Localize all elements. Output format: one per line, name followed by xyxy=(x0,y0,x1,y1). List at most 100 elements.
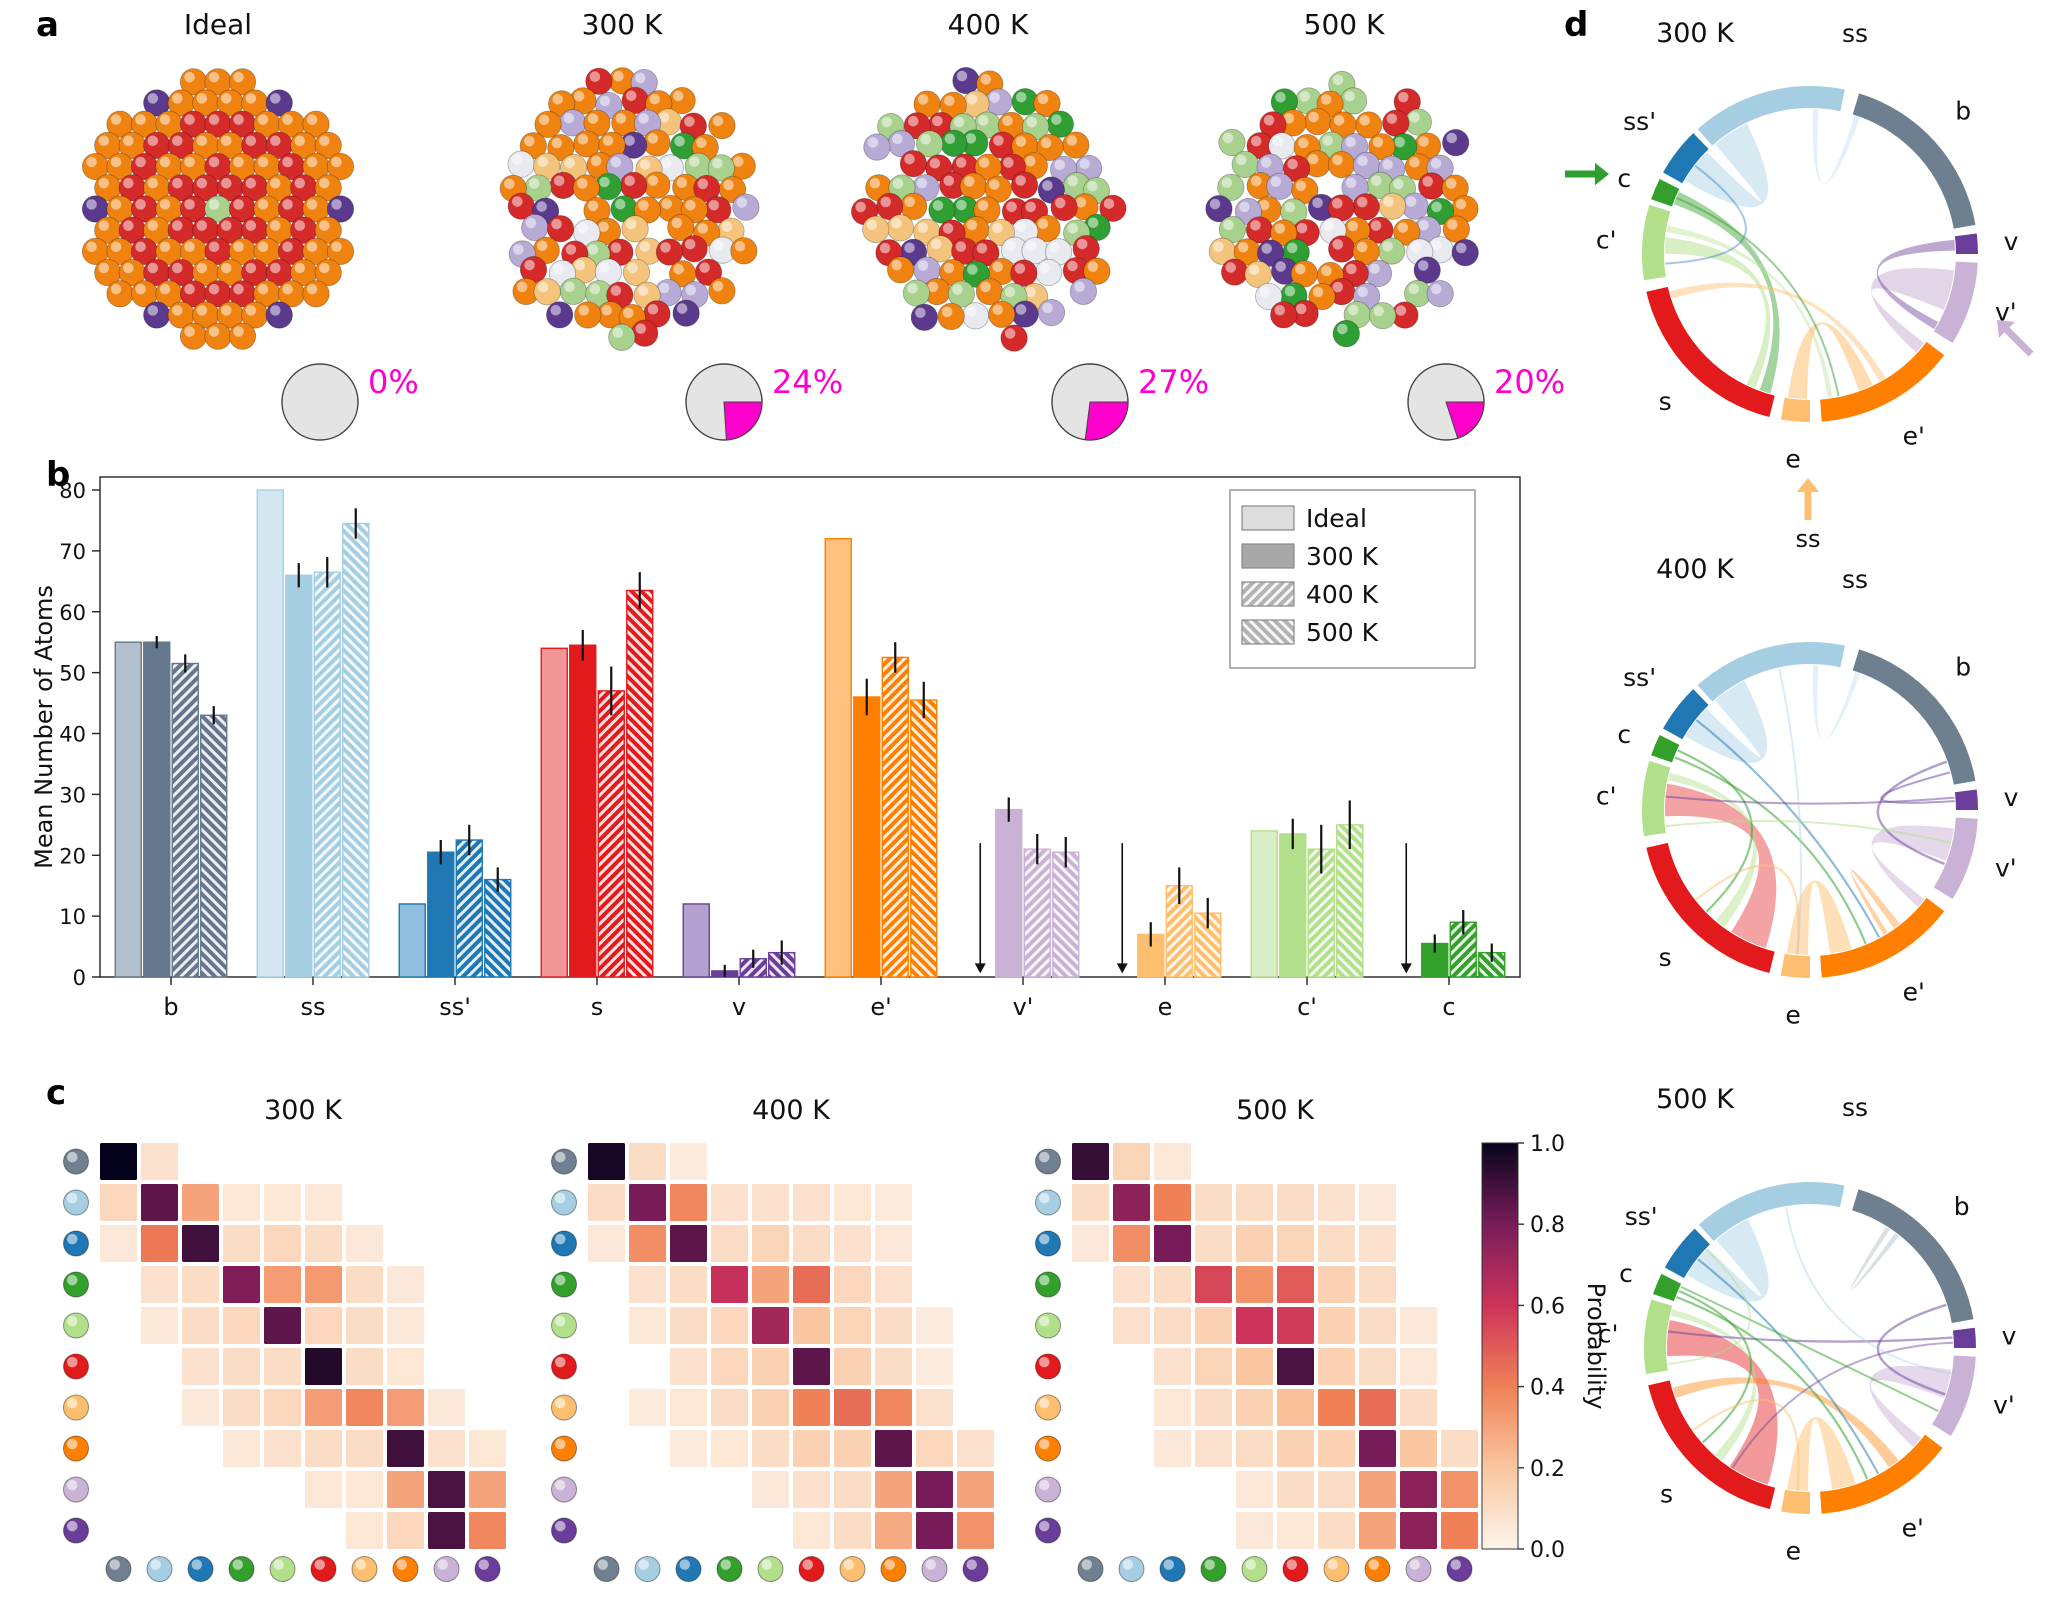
atom-sphere xyxy=(228,195,257,223)
heatmap-cell-v-c' xyxy=(1236,1512,1273,1549)
chord-link-v-s xyxy=(1731,1341,1953,1469)
atom-sphere xyxy=(611,109,639,137)
heatmap-cell-e'-c' xyxy=(752,1430,789,1467)
atom-sphere xyxy=(1413,256,1441,284)
atom-sphere xyxy=(241,301,269,329)
chord-ribbon-c-s xyxy=(1673,191,1780,394)
atom-sphere xyxy=(916,130,944,158)
atom-sphere xyxy=(923,277,951,306)
heatmap-cell-ss-c xyxy=(223,1184,260,1221)
chord-arc-v xyxy=(1954,789,1978,810)
atom-sphere xyxy=(130,280,159,308)
row-marker-v xyxy=(63,1517,89,1544)
atom-sphere xyxy=(975,277,1004,306)
atom-sphere xyxy=(988,300,1016,328)
chord-link-e-s xyxy=(1692,1399,1800,1491)
heatmap-cell-e'-c xyxy=(711,1430,748,1467)
heatmap-cell-ss-e xyxy=(834,1184,871,1221)
atom-sphere xyxy=(549,171,577,199)
atom-sphere xyxy=(265,174,293,202)
atom-sphere xyxy=(621,86,649,115)
chord-arc-e xyxy=(1781,1489,1810,1514)
atom-sphere xyxy=(290,259,318,287)
atom-sphere xyxy=(253,110,281,138)
heatmap-cell-ss'-ss' xyxy=(182,1225,219,1262)
chord-arc-v' xyxy=(1932,1355,1976,1436)
chord-arc-ss' xyxy=(1664,1228,1710,1279)
chord-ribbon-v'-e' xyxy=(1871,825,1954,907)
heatmap-cell-c-s xyxy=(793,1266,830,1303)
chord-title: 300 K xyxy=(1656,18,1735,49)
atom-sphere xyxy=(532,236,560,264)
atom-sphere xyxy=(94,216,122,244)
atom-sphere xyxy=(1011,300,1039,328)
chord-node-label-ss: ss xyxy=(1842,565,1868,594)
col-marker-c' xyxy=(1241,1556,1268,1582)
atom-sphere xyxy=(1266,172,1294,200)
atom-sphere xyxy=(573,219,601,247)
heatmap-cell-ss'-c xyxy=(1195,1225,1232,1262)
atom-sphere xyxy=(654,108,682,136)
chord-arc-c' xyxy=(1642,760,1671,837)
bar-ss'-ideal xyxy=(398,903,426,978)
atom-sphere xyxy=(302,195,330,223)
row-marker-ss' xyxy=(1035,1230,1061,1257)
bar-group-s: s xyxy=(540,572,654,1021)
atom-sphere xyxy=(669,260,697,288)
chord-node-label-v: v xyxy=(2002,1321,2017,1350)
heatmap-cell-ss'-ss xyxy=(629,1225,666,1262)
heatmap-cell-e'-e xyxy=(1318,1430,1355,1467)
chord-link-b-v' xyxy=(1876,760,1948,866)
atom-sphere xyxy=(1378,192,1407,220)
atom-sphere xyxy=(1000,236,1029,264)
x-tick-label: e xyxy=(1158,993,1173,1021)
chord-ribbon-b-b xyxy=(1850,1226,1899,1290)
heatmap-cell-e'-ss' xyxy=(1154,1430,1191,1467)
bar-s-400k xyxy=(597,690,625,978)
heatmap-cell-b-ss' xyxy=(670,1143,707,1180)
plot-frame xyxy=(99,476,1521,978)
atom-sphere xyxy=(277,237,306,265)
col-marker-b xyxy=(1077,1556,1104,1582)
chord-arc-ss xyxy=(1698,1182,1845,1241)
atom-sphere xyxy=(314,216,342,244)
bar-v'-400k xyxy=(1023,848,1051,978)
heatmap-cell-s-ss' xyxy=(670,1348,707,1385)
heatmap-cell-s-c xyxy=(1195,1348,1232,1385)
pie-wedge xyxy=(723,401,763,441)
atom-sphere xyxy=(106,110,134,138)
heatmap-cell-s-c xyxy=(223,1348,260,1385)
heatmap-cell-ss-ss' xyxy=(182,1184,219,1221)
chord-ribbon-v'-e' xyxy=(1871,268,1955,353)
heatmap-cell-b-b xyxy=(588,1143,625,1180)
chord-arc-e' xyxy=(1820,897,1945,978)
atom-sphere xyxy=(265,131,293,160)
atom-sphere xyxy=(1291,176,1319,204)
atom-sphere xyxy=(887,256,915,284)
x-tick-label: v xyxy=(732,993,746,1021)
atom-sphere xyxy=(1290,260,1318,288)
atom-sphere xyxy=(693,174,721,203)
col-marker-v xyxy=(1446,1556,1473,1582)
row-marker-e xyxy=(1035,1394,1061,1421)
atom-sphere xyxy=(1341,259,1369,288)
heatmap-cell-v-v xyxy=(469,1512,506,1549)
chord-ribbon-e'-s xyxy=(1669,282,1886,382)
heatmap-cell-s-e' xyxy=(875,1348,912,1385)
heatmap-cell-v-e' xyxy=(1359,1512,1396,1549)
atom-sphere xyxy=(1292,219,1320,247)
heatmap-cell-c'-e xyxy=(346,1307,383,1344)
atom-sphere xyxy=(1036,133,1064,162)
atom-sphere xyxy=(81,195,110,223)
heatmap-cell-s-c' xyxy=(1236,1348,1273,1385)
bar-e'-400k xyxy=(881,656,909,978)
atom-sphere xyxy=(1270,219,1298,247)
atom-sphere xyxy=(972,239,1000,267)
heatmap-cell-e-s xyxy=(793,1389,830,1426)
atom-sphere xyxy=(546,301,574,329)
atom-sphere xyxy=(106,237,134,265)
heatmap-cell-b-ss xyxy=(141,1143,178,1180)
atom-sphere xyxy=(570,256,598,284)
heatmap-cell-c-ss' xyxy=(1154,1266,1191,1303)
heatmap-cell-e-ss' xyxy=(670,1389,707,1426)
